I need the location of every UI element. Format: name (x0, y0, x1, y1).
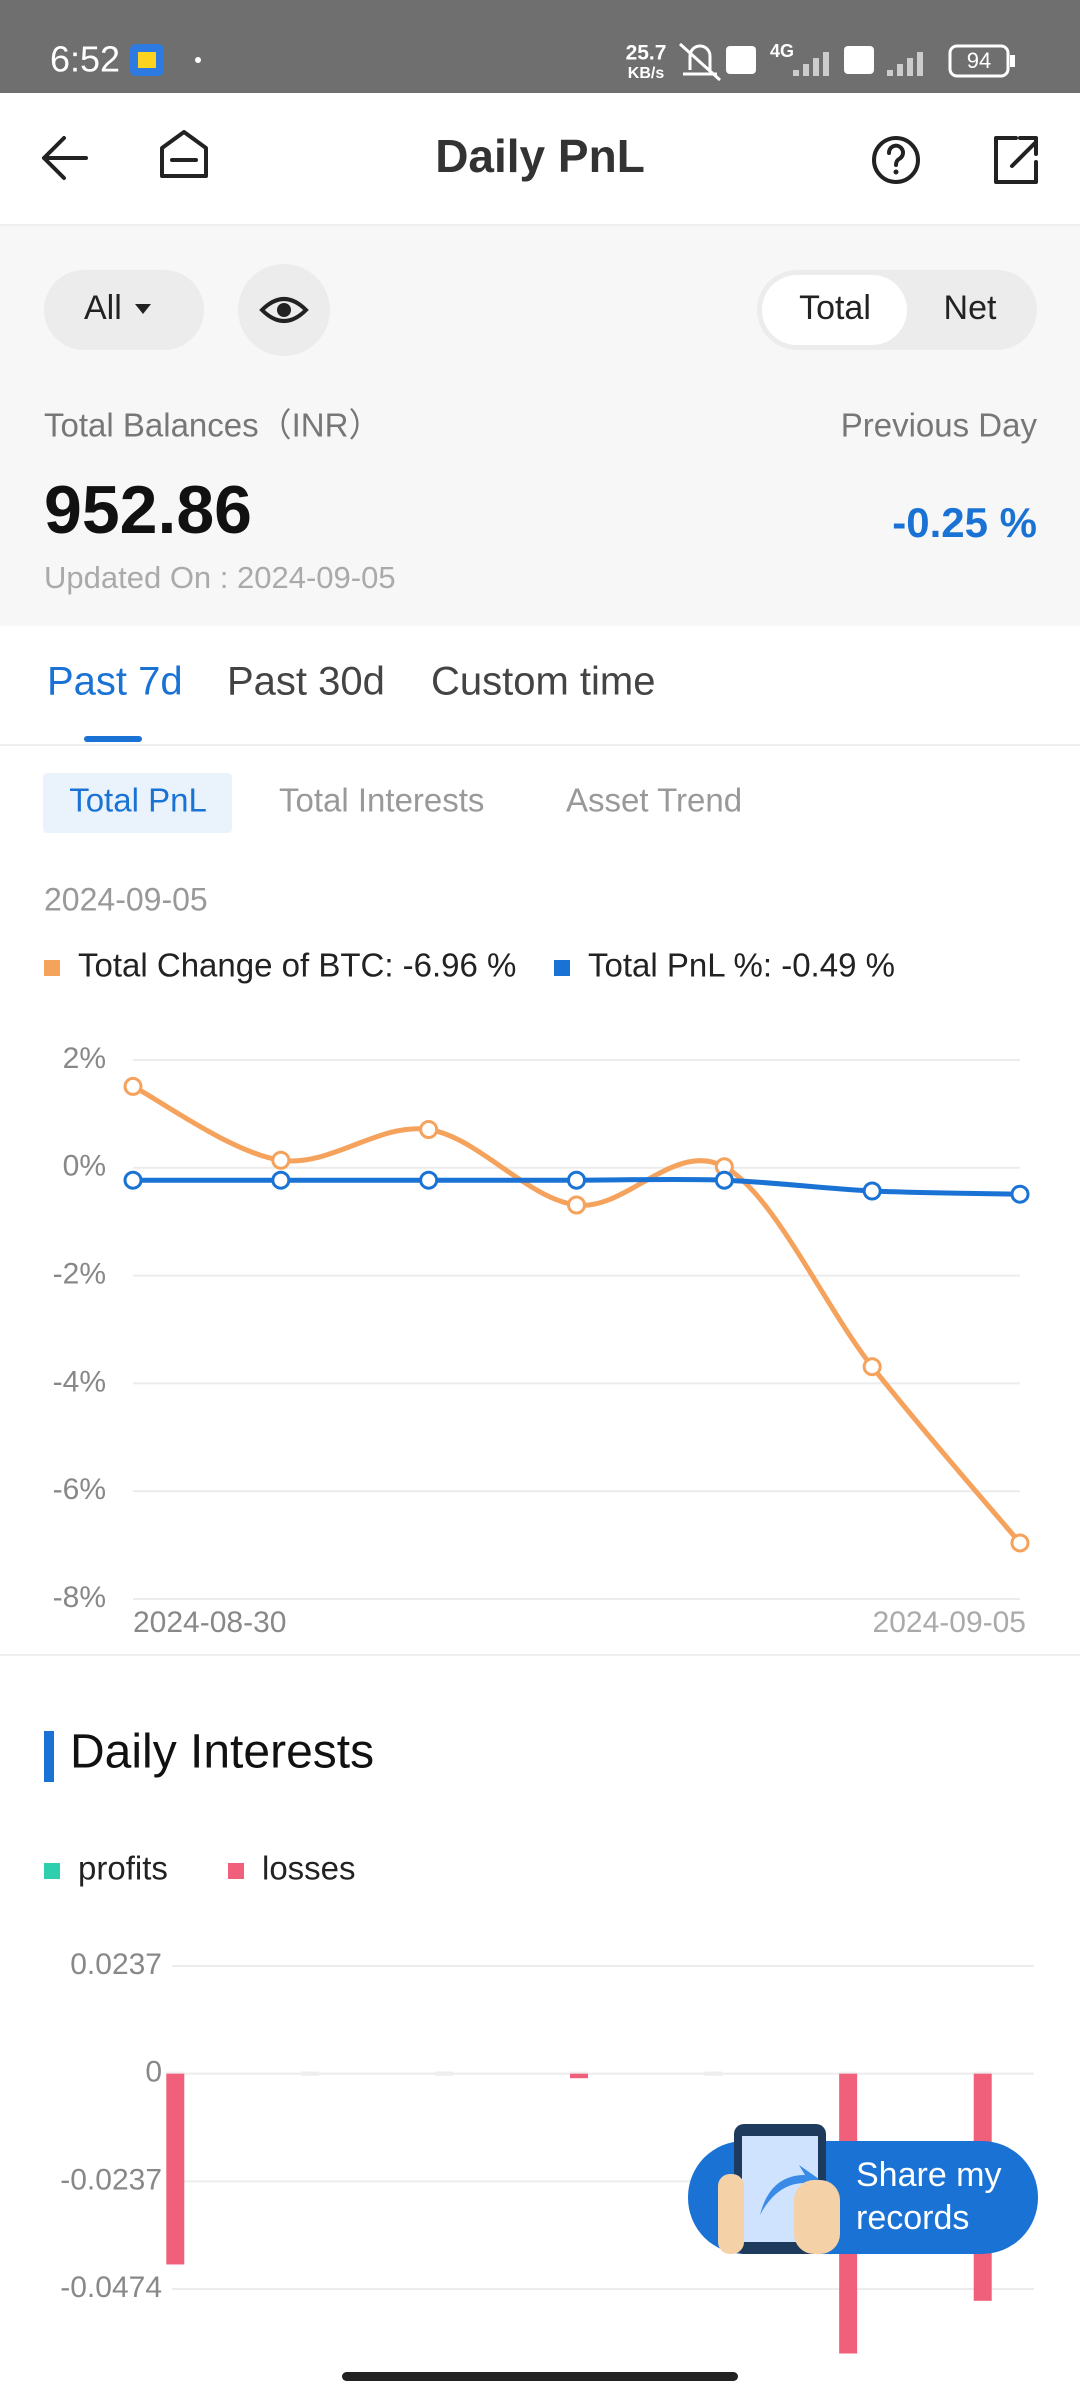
legend-label: Total PnL %: -0.49 % (588, 947, 895, 984)
eye-outline (259, 297, 309, 323)
home-button[interactable] (160, 130, 208, 178)
y-tick-label: -8% (53, 1581, 106, 1614)
hand (794, 2180, 840, 2254)
charts: 2% 0% -2% -4% -6% -8% Total Change of BTC: -6.… (44, 947, 1034, 2354)
dot (195, 57, 201, 63)
signal-icon (793, 52, 829, 76)
tab[interactable]: Custom time (431, 660, 656, 704)
battery-level: 94 (967, 48, 991, 73)
account-select[interactable] (44, 270, 204, 350)
battery (948, 44, 1010, 78)
bar-empty (300, 2071, 319, 2076)
point-marker (419, 1170, 439, 1190)
subtab[interactable]: Total Interests (279, 782, 484, 819)
legend-label: profits (78, 1850, 168, 1887)
tab[interactable]: Past 7d (47, 660, 183, 704)
legend-swatch (228, 1863, 244, 1879)
battery-tip (1010, 55, 1015, 67)
point-marker (862, 1181, 882, 1201)
legend-label: Total Change of BTC: -6.96 % (78, 947, 516, 984)
section-title: Daily Interests (70, 1726, 374, 1779)
point-marker (123, 1170, 143, 1190)
help-mark (887, 143, 905, 167)
thumb (718, 2174, 744, 2254)
point-marker (714, 1170, 734, 1190)
legend-label: losses (262, 1850, 356, 1887)
section-marker (44, 1731, 54, 1782)
point-marker (1010, 1184, 1030, 1204)
y-tick-label: 2% (63, 1042, 106, 1075)
point-marker (419, 1120, 439, 1140)
y-tick-label: -0.0474 (60, 2271, 162, 2304)
balance-updated: Updated On : 2024-09-05 (44, 560, 396, 595)
help-button[interactable] (872, 136, 920, 184)
bar-empty (435, 2071, 454, 2076)
point-marker (271, 1170, 291, 1190)
help-dot (893, 169, 899, 175)
point-marker (1010, 1533, 1030, 1553)
help-circle (872, 136, 920, 184)
change-value: -0.25 % (892, 499, 1037, 546)
mode-toggle-active[interactable] (762, 275, 907, 345)
chart-date: 2024-09-05 (44, 881, 208, 917)
net-speed: 25.7 (626, 42, 667, 65)
dropdown-caret (135, 304, 151, 314)
account-label: All (84, 289, 122, 327)
status-bar (0, 0, 1080, 93)
x-tick-label: 2024-09-05 (873, 1606, 1026, 1639)
y-tick-label: -2% (53, 1258, 106, 1291)
network-type: 4G (770, 41, 794, 61)
page-title: Daily PnL (435, 130, 645, 182)
balance-value: 952.86 (44, 472, 252, 548)
legend-swatch (44, 1863, 60, 1879)
point-marker (123, 1076, 143, 1096)
bar (166, 2073, 185, 2265)
tab[interactable]: Past 30d (227, 660, 385, 704)
eye-pupil (277, 303, 291, 317)
share-text[interactable]: Share my (856, 2156, 1002, 2194)
point-marker (271, 1150, 291, 1170)
tab-indicator (84, 736, 142, 742)
bar-empty (704, 2071, 723, 2076)
change-label: Previous Day (841, 407, 1038, 444)
mode-total[interactable]: Total (799, 289, 871, 327)
series-line (131, 1084, 1022, 1545)
volte-icon-2 (844, 46, 874, 74)
point-marker (862, 1357, 882, 1377)
y-tick-label: -4% (53, 1365, 106, 1398)
mode-net[interactable]: Net (944, 289, 997, 327)
y-tick-label: 0 (145, 2056, 162, 2089)
subtab[interactable]: Total PnL (69, 782, 207, 819)
signal-icon-2 (887, 52, 923, 76)
net-speed-unit: KB/s (628, 65, 665, 82)
y-tick-label: 0% (63, 1150, 106, 1183)
y-tick-label: 0.0237 (70, 1948, 162, 1981)
subtab[interactable]: Asset Trend (566, 782, 742, 819)
app-icon-inner (138, 52, 156, 68)
y-tick-label: -0.0237 (60, 2163, 162, 2196)
x-tick-label: 2024-08-30 (133, 1606, 286, 1639)
legend-swatch (44, 960, 60, 976)
share-button[interactable] (994, 136, 1038, 184)
y-tick-label: -6% (53, 1473, 106, 1506)
legend-swatch (554, 960, 570, 976)
share-records-button[interactable]: Share my records (688, 2124, 1038, 2254)
share-text[interactable]: records (856, 2199, 969, 2237)
point-marker (567, 1170, 586, 1190)
home-indicator (342, 2372, 738, 2381)
point-marker (567, 1195, 586, 1215)
balance-label: Total Balances（INR） (44, 407, 381, 444)
bar (570, 2073, 588, 2079)
mute-icon (678, 42, 722, 82)
volte-icon (726, 46, 756, 74)
status-time: 6:52 (50, 39, 120, 80)
subtab-active (43, 773, 232, 833)
back-button[interactable] (42, 136, 88, 180)
phone-arrow (760, 2165, 819, 2215)
